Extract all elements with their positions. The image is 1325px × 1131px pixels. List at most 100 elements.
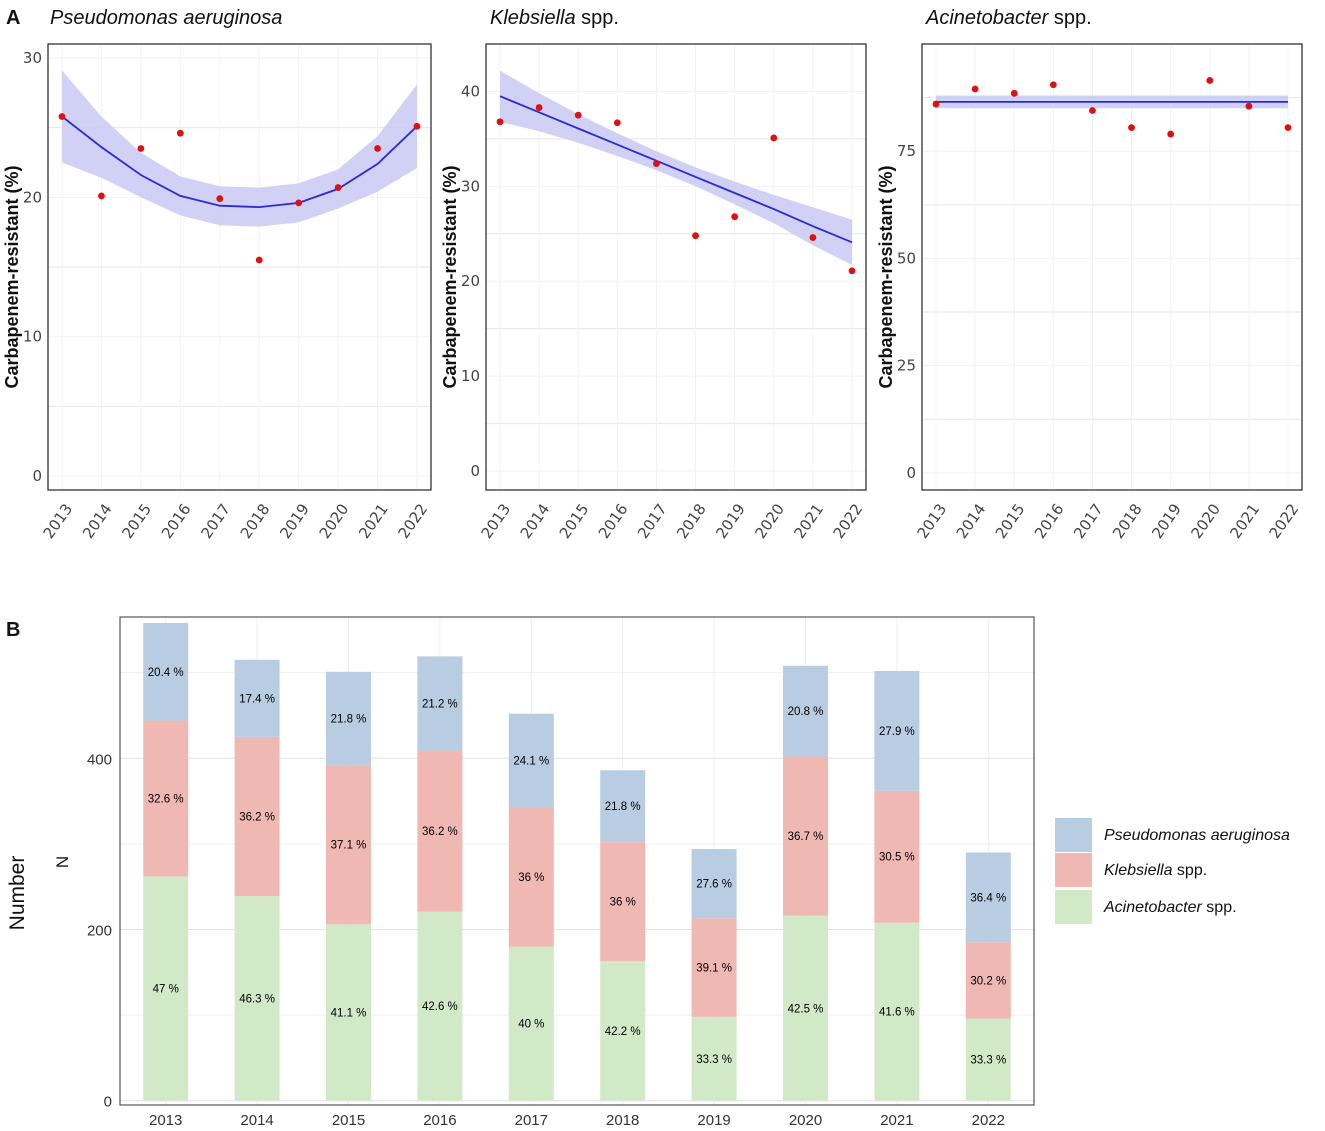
bar-segment xyxy=(874,670,920,791)
bar-label: 37.1 % xyxy=(331,840,367,852)
y-axis-label: Carbapenem-resistant (%) xyxy=(440,165,460,388)
bar-label: 40 % xyxy=(518,1019,544,1031)
x-tick-label: 2013 xyxy=(149,1112,182,1129)
bar-label: 17.4 % xyxy=(239,693,275,705)
data-point xyxy=(1245,102,1253,110)
bar-label: 36 % xyxy=(610,897,636,909)
bar-label: 41.6 % xyxy=(879,1007,915,1019)
panel-b: 47 % 32.6 % 20.4 % 46.3 % 36.2 % 17.4 % 41.1 %… xyxy=(6,616,1290,1129)
bar-segment xyxy=(234,896,280,1101)
legend-swatch xyxy=(1055,890,1092,924)
data-point xyxy=(58,113,66,120)
bar-segment xyxy=(783,665,828,757)
x-tick-label: 2015 xyxy=(992,500,1029,542)
x-tick-label: 2022 xyxy=(972,1112,1005,1129)
data-point xyxy=(216,195,224,203)
x-tick-label: 2016 xyxy=(595,500,632,542)
bar-segment xyxy=(600,961,646,1101)
panel-a-label: A xyxy=(6,7,20,29)
chart-title: Acinetobacter spp. xyxy=(925,7,1092,29)
bar-segment xyxy=(508,946,554,1101)
plot-frame xyxy=(485,43,867,491)
y-axis-label: Carbapenem-resistant (%) xyxy=(876,165,896,388)
bar-label: 27.9 % xyxy=(879,726,915,738)
bar-label: 30.2 % xyxy=(970,975,1006,987)
bar-label: 32.6 % xyxy=(148,794,184,806)
bar-label: 42.6 % xyxy=(422,1001,458,1013)
data-point xyxy=(295,199,303,207)
data-point xyxy=(255,256,263,264)
x-tick-label: 2014 xyxy=(517,500,554,542)
y-tick-label: 30 xyxy=(23,49,42,67)
x-tick-label: 2013 xyxy=(40,500,77,542)
bar-label: 21.8 % xyxy=(605,801,641,813)
plot-frame xyxy=(47,43,432,491)
bar-segment xyxy=(600,770,646,843)
chart-title-plain: spp. xyxy=(576,7,619,29)
data-point xyxy=(1049,81,1057,89)
bar-label: 46.3 % xyxy=(239,993,275,1005)
x-tick-label: 2021 xyxy=(790,500,827,542)
y-tick-label: 400 xyxy=(87,751,112,768)
y-tick-label: 75 xyxy=(897,142,916,160)
data-point xyxy=(1089,107,1096,114)
legend-swatch xyxy=(1055,853,1092,887)
bar-segment xyxy=(508,807,554,947)
bar-label: 20.8 % xyxy=(788,706,824,718)
y-tick-label: 20 xyxy=(23,188,42,206)
data-point xyxy=(535,104,543,111)
bar-segment xyxy=(143,622,189,721)
y-tick-label: 0 xyxy=(470,462,480,480)
data-point xyxy=(1010,89,1018,97)
x-tick-label: 2019 xyxy=(276,500,313,542)
chart-title-italic: Klebsiella xyxy=(490,7,576,29)
x-tick-label: 2015 xyxy=(332,1112,365,1129)
bar-segment xyxy=(417,750,463,912)
legend-entry: Acinetobacter spp. xyxy=(1103,899,1237,916)
x-tick-label: 2016 xyxy=(158,500,195,542)
bar-label: 36.2 % xyxy=(422,826,458,838)
bar-segment xyxy=(874,790,920,923)
x-tick-label: 2014 xyxy=(953,500,990,542)
legend-entry-italic: Pseudomonas aeruginosa xyxy=(1104,827,1290,844)
y-tick-label: 0 xyxy=(104,1094,112,1111)
x-tick-label: 2020 xyxy=(1187,500,1224,542)
y-axis-label-inner: N xyxy=(53,856,72,868)
bar-label: 21.8 % xyxy=(331,713,367,725)
bar-segment xyxy=(965,852,1011,943)
x-tick-label: 2020 xyxy=(316,500,353,542)
data-point xyxy=(374,145,381,152)
trend-line xyxy=(499,95,853,244)
x-tick-label: 2013 xyxy=(478,500,515,542)
bar-label: 27.6 % xyxy=(696,879,732,891)
x-tick-label: 2017 xyxy=(197,500,234,542)
data-point xyxy=(1206,77,1214,84)
x-tick-label: 2015 xyxy=(556,500,593,542)
y-tick-label: 50 xyxy=(897,249,916,267)
bar-segment xyxy=(508,713,554,808)
x-tick-label: 2019 xyxy=(697,1112,730,1129)
data-point xyxy=(613,119,621,127)
y-tick-label: 10 xyxy=(461,367,480,385)
bar-segment xyxy=(965,942,1011,1019)
bar-label: 30.5 % xyxy=(879,852,915,864)
bar-label: 41.1 % xyxy=(331,1008,367,1020)
data-point xyxy=(334,184,342,191)
data-point xyxy=(653,160,660,167)
x-tick-label: 2021 xyxy=(1226,500,1263,542)
bar-label: 21.2 % xyxy=(422,698,458,710)
bar-segment xyxy=(417,911,463,1101)
legend-entry: Pseudomonas aeruginosa xyxy=(1104,827,1290,844)
data-point xyxy=(932,100,940,108)
y-axis-label: Number xyxy=(6,856,29,931)
x-tick-label: 2017 xyxy=(515,1112,548,1129)
bar-label: 24.1 % xyxy=(513,755,549,767)
x-tick-label: 2020 xyxy=(789,1112,822,1129)
bar-label: 36 % xyxy=(518,872,544,884)
bar-label: 20.4 % xyxy=(148,667,184,679)
panel-b-label: B xyxy=(6,619,20,641)
x-tick-label: 2022 xyxy=(830,500,867,542)
